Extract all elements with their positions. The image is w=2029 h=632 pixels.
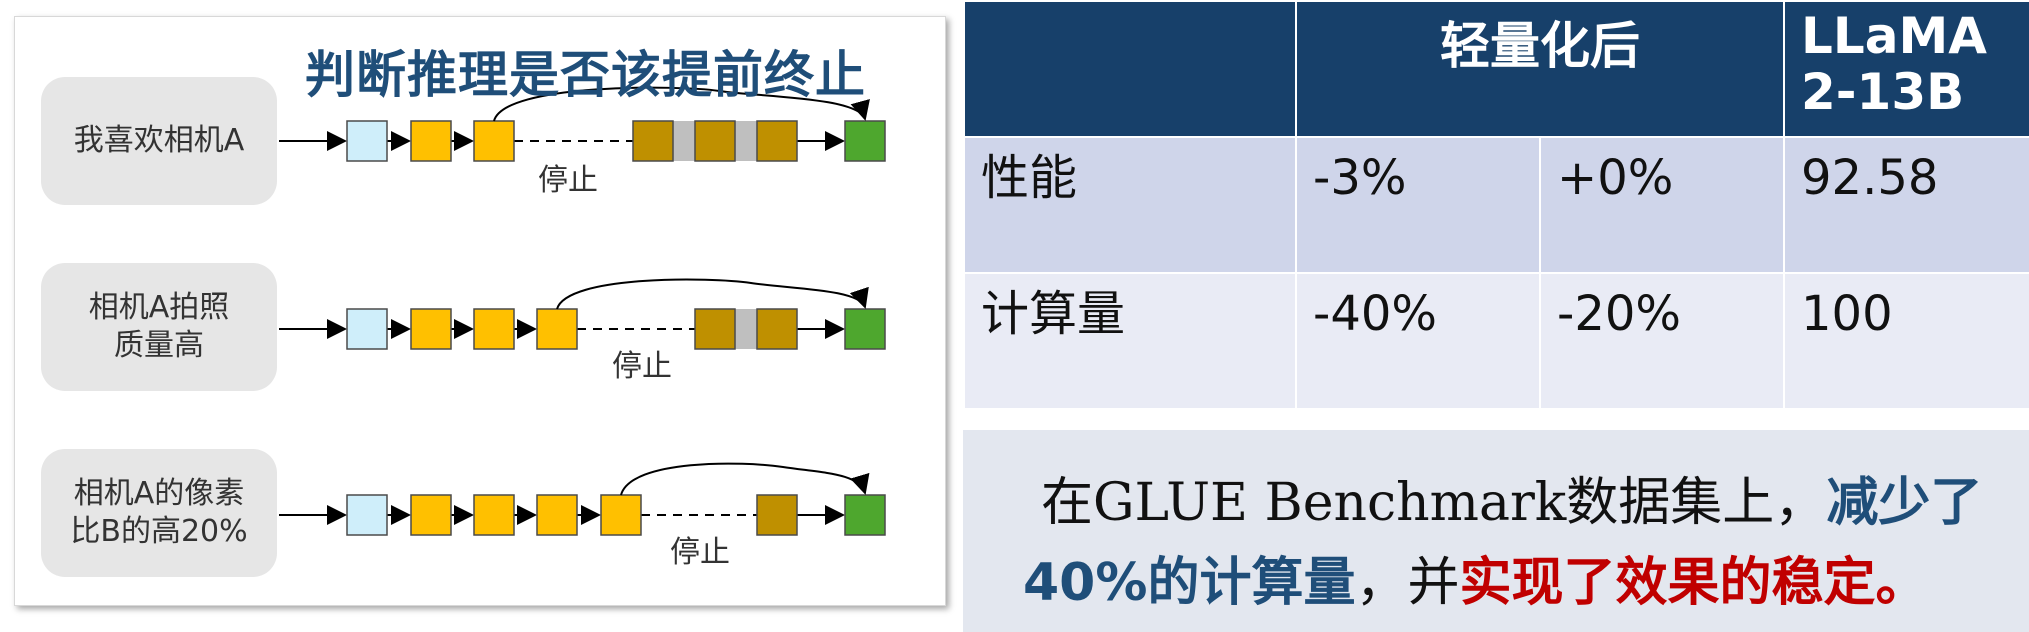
active-token-3-4 bbox=[536, 494, 578, 536]
sentence-text-1: 我喜欢相机A bbox=[73, 123, 245, 158]
performance-base: 92.58 bbox=[1783, 136, 2029, 274]
active-token-3-2 bbox=[410, 494, 452, 536]
sentence-text-3: 相机A的像素比B的高20% bbox=[70, 476, 248, 549]
active-token-2-3 bbox=[473, 308, 515, 350]
skipped-gap-2-1 bbox=[735, 309, 757, 349]
active-token-1-2 bbox=[410, 120, 452, 162]
compute-base: 100 bbox=[1783, 272, 2029, 410]
stop-label-1: 停止 bbox=[538, 163, 598, 198]
header-empty-cell bbox=[963, 0, 1297, 138]
early-exit-arc-3 bbox=[620, 462, 870, 496]
summary-box: 在GLUE Benchmark数据集上，减少了 40%的计算量，并实现了效果的稳… bbox=[963, 430, 2029, 632]
summary-line-2: 40%的计算量，并实现了效果的稳定。 bbox=[1023, 540, 1928, 615]
skip-token-3-6 bbox=[756, 494, 798, 536]
compute-v1: -40% bbox=[1295, 272, 1541, 410]
active-token-3-3 bbox=[473, 494, 515, 536]
summary-part-5: 实现了效果的稳定。 bbox=[1459, 553, 1928, 613]
summary-line-1: 在GLUE Benchmark数据集上，减少了 bbox=[1041, 460, 1982, 535]
header-group-label: 轻量化后 bbox=[1440, 17, 1640, 75]
results-table: 轻量化后 LLaMA2-13B 性能 -3% +0% 92.58 计算量 -40… bbox=[963, 0, 2029, 410]
early-exit-diagram: 判断推理是否该提前终止 我喜欢相机A 相机A拍照质量高 相机A的像素比B的高20… bbox=[14, 16, 946, 606]
skipped-gap-1-1 bbox=[673, 121, 695, 161]
active-token-2-4 bbox=[536, 308, 578, 350]
stop-label-3: 停止 bbox=[670, 535, 730, 570]
stop-label-2: 停止 bbox=[612, 349, 672, 384]
performance-v1: -3% bbox=[1295, 136, 1541, 274]
input-token-1-1 bbox=[346, 120, 388, 162]
output-token-3-7 bbox=[844, 494, 886, 536]
summary-part-3: 40%的计算量 bbox=[1023, 553, 1356, 613]
summary-part-4: ，并 bbox=[1355, 553, 1460, 613]
active-token-1-3 bbox=[473, 120, 515, 162]
input-token-3-1 bbox=[346, 494, 388, 536]
output-token-2-7 bbox=[844, 308, 886, 350]
summary-part-1: 在GLUE Benchmark数据集上， bbox=[1041, 473, 1827, 533]
sentence-box-3: 相机A的像素比B的高20% bbox=[41, 449, 277, 577]
skip-token-1-6 bbox=[756, 120, 798, 162]
header-model-label: LLaMA2-13B bbox=[1801, 7, 1987, 121]
active-token-2-2 bbox=[410, 308, 452, 350]
diagram-title: 判断推理是否该提前终止 bbox=[305, 46, 866, 104]
early-exit-arc-1 bbox=[493, 86, 870, 122]
compute-v2: -20% bbox=[1539, 272, 1785, 410]
header-group-cell: 轻量化后 bbox=[1295, 0, 1785, 138]
metric-performance: 性能 bbox=[963, 136, 1297, 274]
skip-token-2-5 bbox=[694, 308, 736, 350]
output-token-1-7 bbox=[844, 120, 886, 162]
skipped-gap-1-2 bbox=[735, 121, 757, 161]
sentence-box-1: 我喜欢相机A bbox=[41, 77, 277, 205]
active-token-3-5 bbox=[600, 494, 642, 536]
skip-token-2-6 bbox=[756, 308, 798, 350]
performance-v2: +0% bbox=[1539, 136, 1785, 274]
header-model-cell: LLaMA2-13B bbox=[1783, 0, 2029, 138]
skip-token-1-4 bbox=[632, 120, 674, 162]
sentence-box-2: 相机A拍照质量高 bbox=[41, 263, 277, 391]
diagram-graphics bbox=[279, 86, 886, 536]
skip-token-1-5 bbox=[694, 120, 736, 162]
input-token-2-1 bbox=[346, 308, 388, 350]
early-exit-arc-2 bbox=[556, 278, 869, 310]
summary-part-2: 减少了 bbox=[1826, 473, 1983, 533]
metric-compute: 计算量 bbox=[963, 272, 1297, 410]
sentence-text-2: 相机A拍照质量高 bbox=[88, 290, 230, 363]
